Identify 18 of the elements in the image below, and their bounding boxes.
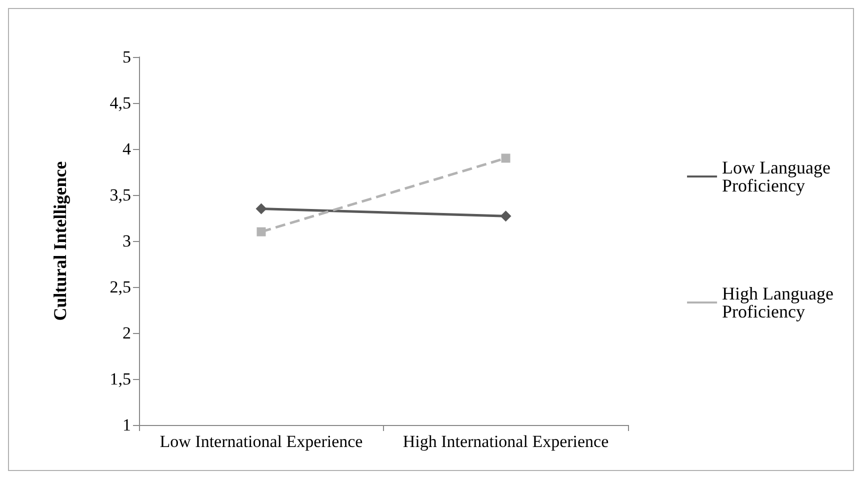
x-tick-label: High International Experience — [402, 432, 609, 451]
x-tick-label: Low International Experience — [160, 432, 363, 451]
y-tick-label: 2 — [122, 324, 131, 342]
y-axis-title: Cultural Intelligence — [50, 161, 70, 321]
y-tick-label: 1,5 — [110, 370, 131, 388]
point — [256, 203, 267, 214]
y-tick-label: 3 — [122, 232, 131, 250]
point — [500, 210, 512, 222]
y-tick-label: 1 — [122, 416, 131, 434]
y-tick-label: 4,5 — [110, 94, 131, 112]
point — [256, 227, 266, 236]
y-tick-label: 4 — [122, 140, 132, 158]
y-tick-label: 3,5 — [110, 186, 131, 204]
legend-label: Low Language Proficiency — [722, 158, 836, 196]
legend-label: High Language Proficiency — [722, 284, 838, 322]
y-tick-label: 5 — [122, 48, 131, 66]
point — [501, 154, 510, 163]
y-tick-label: 2,5 — [110, 278, 131, 296]
